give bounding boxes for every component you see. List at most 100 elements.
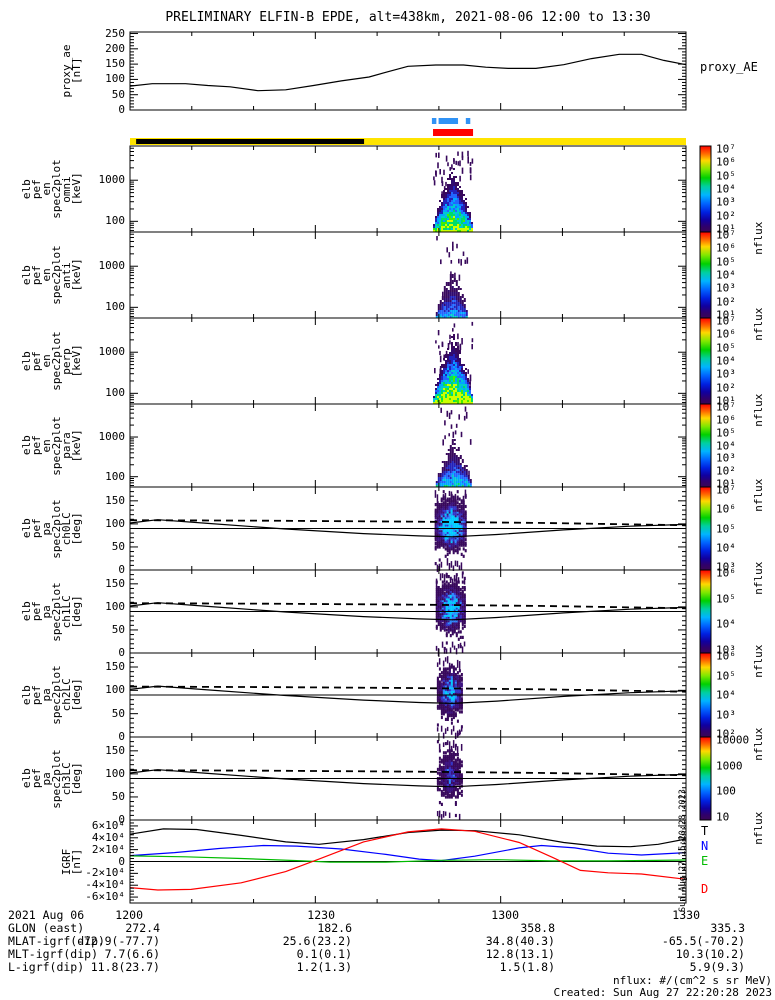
colorbar-label: 10⁴ (716, 688, 736, 702)
ylabel-en_perp: elb pef en spec2plot perp [keV] (20, 331, 83, 391)
axis-value-glon-0: 272.4 (125, 921, 160, 935)
colorbar-label: 10² (716, 209, 736, 223)
ytick-pa_ch0-100: 100 (105, 516, 125, 530)
legend-igrf-N: N (701, 839, 709, 853)
ytick-pa_ch0-0: 0 (118, 563, 125, 576)
ytick-pa_ch2-100: 100 (105, 683, 125, 697)
ytick-proxy-50: 50 (111, 87, 125, 101)
axis-value-l-2: 1.5(1.8) (499, 960, 555, 974)
axis-row-label-glon: GLON (east) (8, 921, 85, 935)
axis-value-l-3: 5.9(9.3) (689, 960, 745, 974)
colorbar-label: 10¹ (716, 394, 736, 408)
axis-value-mlt-0: 7.7(6.6) (104, 947, 160, 961)
ytick-pa_ch3-50: 50 (111, 789, 125, 803)
colorbar-label: 10⁷ (716, 483, 736, 497)
colorbar-label: 10² (716, 727, 736, 741)
colorbar-label: 10⁶ (716, 327, 736, 341)
colorbar-label: 10⁴ (716, 617, 736, 631)
ytick-pa_ch1-0: 0 (118, 646, 125, 659)
ytick-pa_ch0-150: 150 (105, 493, 125, 507)
colorbar-label: 10⁷ (716, 400, 736, 414)
colorbar-label: 10³ (716, 367, 736, 381)
colorbar-label: 10⁵ (716, 522, 736, 535)
colorbar-label: 10⁵ (716, 426, 736, 440)
ytick-pa_ch2-150: 150 (105, 660, 125, 673)
ytick-en_para-1000: 1000 (98, 430, 126, 444)
colorbar-label: 10³ (716, 451, 736, 465)
science-zone-bar-blue (465, 118, 471, 124)
colorbar-label: 10² (716, 464, 736, 478)
ytick-igrf--4×10⁴: -4×10⁴ (85, 878, 125, 892)
ytick-en_perp-1000: 1000 (98, 345, 126, 359)
ytick-pa_ch2-0: 0 (118, 730, 125, 743)
ylabel-pa_ch2: elb pef pa spec2plot ch2LC [deg] (20, 665, 83, 725)
colorbar-label: 10⁷ (716, 314, 736, 328)
legend-proxy-ae: proxy_AE (700, 60, 758, 74)
colorbar-label: 10³ (716, 281, 736, 295)
colorbar-title-en_perp: nflux (752, 393, 765, 427)
colorbar-title-pa_ch1: nflux (752, 644, 765, 678)
axis-value-mlat-1: 25.6(23.2) (282, 934, 352, 948)
colorbar-label: 10⁵ (716, 592, 736, 606)
ylabel-en_para: elb pef en spec2plot para [keV] (20, 415, 83, 476)
ytick-igrf-0: 0 (118, 854, 125, 868)
axis-row-label-mlat: MLAT-igrf(dip) (8, 934, 105, 948)
axis-value-time-1: 1230 (307, 908, 335, 922)
colorbar-title-pa_ch0: nflux (752, 561, 765, 595)
ytick-en_anti-100: 100 (105, 300, 125, 314)
axis-value-mlat-3: -65.5(-70.2) (661, 934, 745, 948)
ytick-igrf--6×10⁴: -6×10⁴ (85, 890, 125, 904)
axis-value-glon-2: 358.8 (520, 921, 555, 935)
ylabel-igrf: IGRF [nT] (60, 848, 83, 875)
legend-igrf-T: T (701, 824, 709, 838)
colorbar-label: 10⁵ (716, 169, 736, 183)
ytick-en_omni-100: 100 (105, 214, 125, 228)
ytick-pa_ch1-100: 100 (105, 599, 125, 613)
legend-igrf-D: D (701, 882, 709, 896)
axis-value-mlat-0: -72.9(-77.7) (76, 934, 160, 948)
ytick-igrf--2×10⁴: -2×10⁴ (85, 866, 125, 880)
axis-value-mlt-3: 10.3(10.2) (675, 947, 745, 961)
ytick-igrf-4×10⁴: 4×10⁴ (91, 830, 125, 844)
footer-units: nflux: #/(cm^2 s sr MeV) (613, 974, 772, 987)
colorbar-label: 10⁵ (716, 669, 736, 682)
orbit-bar-yellow (130, 138, 686, 145)
axis-value-mlat-2: 34.8(40.3) (485, 934, 555, 948)
ytick-en_omni-1000: 1000 (98, 173, 126, 187)
axis-value-time-0: 1200 (115, 908, 143, 922)
colorbar-title-en_para: nflux (752, 478, 765, 512)
axis-value-l-1: 1.2(1.3) (296, 960, 352, 974)
colorbar-title-pa_ch2: nflux (752, 727, 765, 761)
colorbar-label: 10⁴ (716, 439, 736, 452)
ytick-proxy-200: 200 (105, 41, 125, 55)
colorbar-label: 10² (716, 381, 736, 395)
ytick-proxy-150: 150 (105, 57, 125, 71)
ylabel-proxy: proxy_ae [nT] (60, 44, 83, 98)
side-timestamp: Sun Aug 27 15:20:28 2023 (678, 789, 688, 912)
ytick-igrf-2×10⁴: 2×10⁴ (91, 842, 125, 856)
colorbar-title-pa_ch3: nflux (752, 811, 765, 845)
axis-value-glon-1: 182.6 (317, 921, 352, 935)
science-zone-bar-blue (431, 118, 437, 124)
science-zone-bar-red (433, 129, 474, 136)
axis-value-time-3: 1330 (672, 908, 700, 922)
colorbar-label: 10¹ (716, 477, 736, 491)
colorbar-label: 1000 (716, 759, 743, 773)
ytick-pa_ch0-50: 50 (111, 539, 125, 553)
axis-row-label-time: 2021 Aug 06 (8, 908, 85, 922)
ytick-en_para-100: 100 (105, 469, 125, 483)
colorbar-title-en_anti: nflux (752, 307, 765, 341)
axis-value-glon-3: 335.3 (710, 921, 745, 935)
colorbar-label: 10⁷ (716, 142, 736, 156)
colorbar-label: 10⁶ (716, 649, 736, 663)
axis-value-mlt-2: 12.8(13.1) (485, 947, 555, 961)
colorbar-label: 10⁶ (716, 566, 736, 580)
ytick-pa_ch3-150: 150 (105, 743, 125, 757)
colorbar-label: 10⁴ (716, 354, 736, 368)
colorbar-label: 10³ (716, 643, 736, 657)
colorbar-label: 10³ (716, 560, 736, 574)
ytick-pa_ch1-50: 50 (111, 622, 125, 636)
ytick-proxy-100: 100 (105, 72, 125, 86)
